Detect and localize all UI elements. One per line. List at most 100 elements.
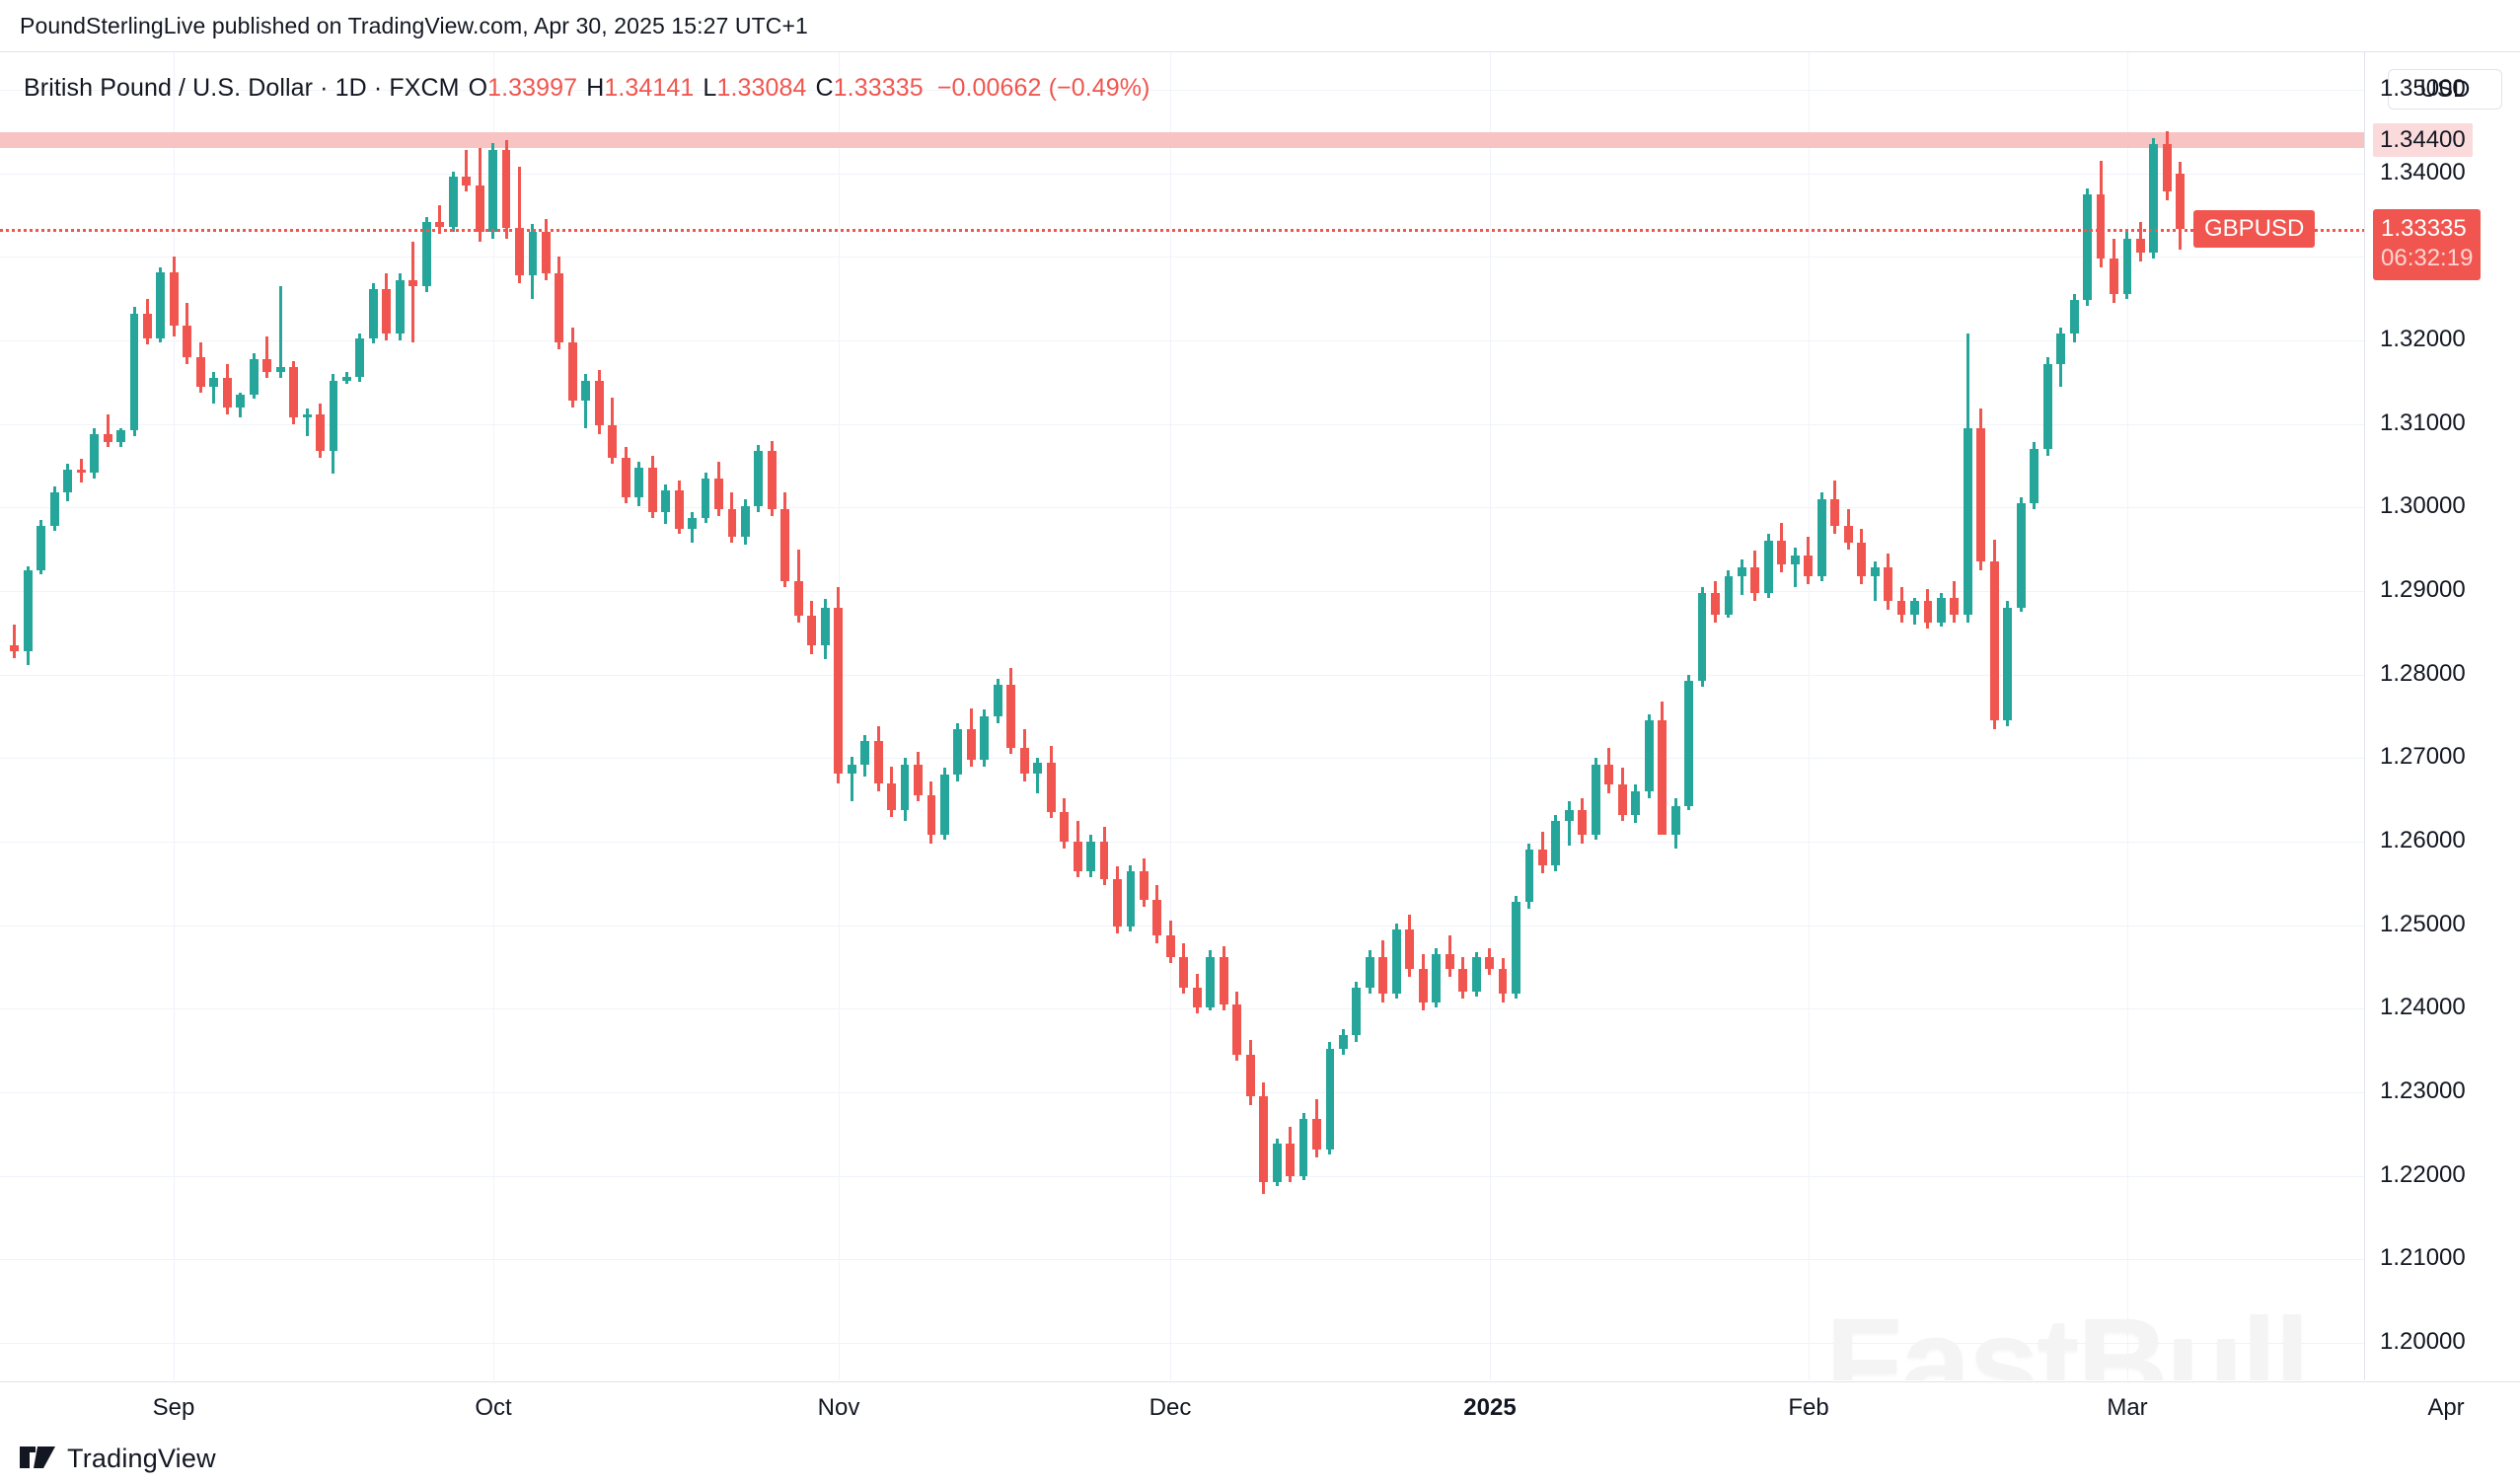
candlestick xyxy=(1338,52,1348,1380)
legend-exchange: FXCM xyxy=(389,74,460,102)
tradingview-brand[interactable]: TradingView xyxy=(20,1444,216,1474)
candlestick xyxy=(302,52,312,1380)
candlestick xyxy=(1432,52,1442,1380)
candle-body xyxy=(581,380,591,401)
bar-countdown: 06:32:19 xyxy=(2381,245,2474,272)
candle-wick xyxy=(106,413,110,448)
candle-wick xyxy=(1793,547,1797,587)
candle-body xyxy=(23,569,33,651)
candlestick xyxy=(780,52,790,1380)
candle-body xyxy=(1086,841,1095,871)
price-scale[interactable]: USD 1.35000 1.34000 1.32000 1.31000 1.30000 1… xyxy=(2366,52,2520,1380)
candlestick xyxy=(953,52,963,1380)
highlighted-price-label[interactable]: 1.34400 xyxy=(2373,122,2473,157)
candle-body xyxy=(302,413,312,417)
candlestick xyxy=(448,52,458,1380)
gridline-horizontal xyxy=(0,1342,2364,1344)
candlestick xyxy=(1418,52,1428,1380)
candle-body xyxy=(966,728,976,760)
candle-body xyxy=(1604,765,1614,785)
candle-body xyxy=(475,186,484,232)
last-price-label[interactable]: 1.33335 06:32:19 xyxy=(2373,209,2482,281)
candle-wick xyxy=(1567,801,1571,847)
candle-body xyxy=(2110,259,2118,295)
candlestick-plot[interactable]: GBPUSD xyxy=(0,52,2364,1380)
candle-body xyxy=(329,380,338,451)
candle-body xyxy=(1724,575,1734,615)
candlestick xyxy=(1179,52,1189,1380)
candlestick xyxy=(581,52,591,1380)
candle-body xyxy=(555,273,564,342)
candlestick xyxy=(1060,52,1070,1380)
time-scale[interactable]: SepOctNovDec2025FebMarAprMayJun xyxy=(0,1381,2520,1434)
candle-body xyxy=(1245,1054,1255,1097)
candle-body xyxy=(926,795,936,836)
candle-body xyxy=(275,367,285,373)
candlestick xyxy=(1750,52,1760,1380)
candle-body xyxy=(2042,363,2052,450)
candle-body xyxy=(462,177,472,186)
candlestick xyxy=(183,52,192,1380)
candlestick xyxy=(2069,52,2079,1380)
candle-body xyxy=(2162,144,2172,192)
candle-body xyxy=(1537,850,1547,865)
candlestick xyxy=(1046,52,1056,1380)
candle-body xyxy=(780,509,790,581)
candle-body xyxy=(1445,954,1454,969)
candlestick xyxy=(1658,52,1668,1380)
candle-body xyxy=(621,457,630,498)
candle-body xyxy=(129,313,139,431)
candle-body xyxy=(63,470,73,493)
candle-body xyxy=(1936,597,1946,624)
candlestick xyxy=(129,52,139,1380)
price-tick-label: 1.22000 xyxy=(2380,1160,2466,1188)
candle-body xyxy=(1152,900,1162,935)
candle-body xyxy=(1179,956,1189,989)
candle-body xyxy=(1804,556,1814,576)
last-price-value: 1.33335 xyxy=(2381,215,2467,243)
candlestick xyxy=(1870,52,1880,1380)
candlestick xyxy=(1604,52,1614,1380)
candlestick xyxy=(249,52,259,1380)
candlestick xyxy=(195,52,205,1380)
candlestick xyxy=(49,52,59,1380)
symbol-price-tag[interactable]: GBPUSD xyxy=(2193,210,2316,249)
candle-body xyxy=(914,765,923,796)
candle-body xyxy=(1498,968,1508,995)
time-tick-label: Sep xyxy=(152,1394,195,1421)
resistance-band[interactable] xyxy=(0,131,2364,148)
candle-body xyxy=(860,741,870,766)
candle-body xyxy=(1644,720,1654,792)
candlestick xyxy=(488,52,498,1380)
candlestick xyxy=(621,52,630,1380)
last-price-line[interactable] xyxy=(0,229,2364,233)
candlestick xyxy=(1884,52,1892,1380)
candle-body xyxy=(1923,601,1933,624)
currency-pill[interactable]: USD xyxy=(2388,69,2502,110)
candle-body xyxy=(1458,968,1468,993)
gridline-vertical xyxy=(2127,52,2128,1380)
candle-body xyxy=(76,470,86,473)
candlestick xyxy=(222,52,232,1380)
candle-body xyxy=(408,280,418,287)
candlestick xyxy=(1724,52,1734,1380)
candle-body xyxy=(1099,841,1109,880)
gridline-horizontal xyxy=(0,340,2364,342)
chart-plot-area[interactable]: GBPUSD British Pound / U.S. Dollar · 1D … xyxy=(0,52,2365,1380)
candle-body xyxy=(249,358,259,396)
candle-body xyxy=(1060,812,1070,842)
candle-body xyxy=(1432,954,1442,1002)
candlestick xyxy=(10,52,20,1380)
candlestick xyxy=(1537,52,1547,1380)
tradingview-brand-label: TradingView xyxy=(67,1444,216,1473)
gridline-horizontal xyxy=(0,1175,2364,1177)
candlestick xyxy=(1126,52,1136,1380)
candlestick xyxy=(262,52,272,1380)
candlestick xyxy=(76,52,86,1380)
legend-sep-2: · xyxy=(366,74,390,102)
time-tick-label: Oct xyxy=(475,1394,512,1421)
candlestick xyxy=(1790,52,1800,1380)
candle-body xyxy=(262,358,272,373)
candlestick xyxy=(634,52,644,1380)
candlestick xyxy=(555,52,564,1380)
